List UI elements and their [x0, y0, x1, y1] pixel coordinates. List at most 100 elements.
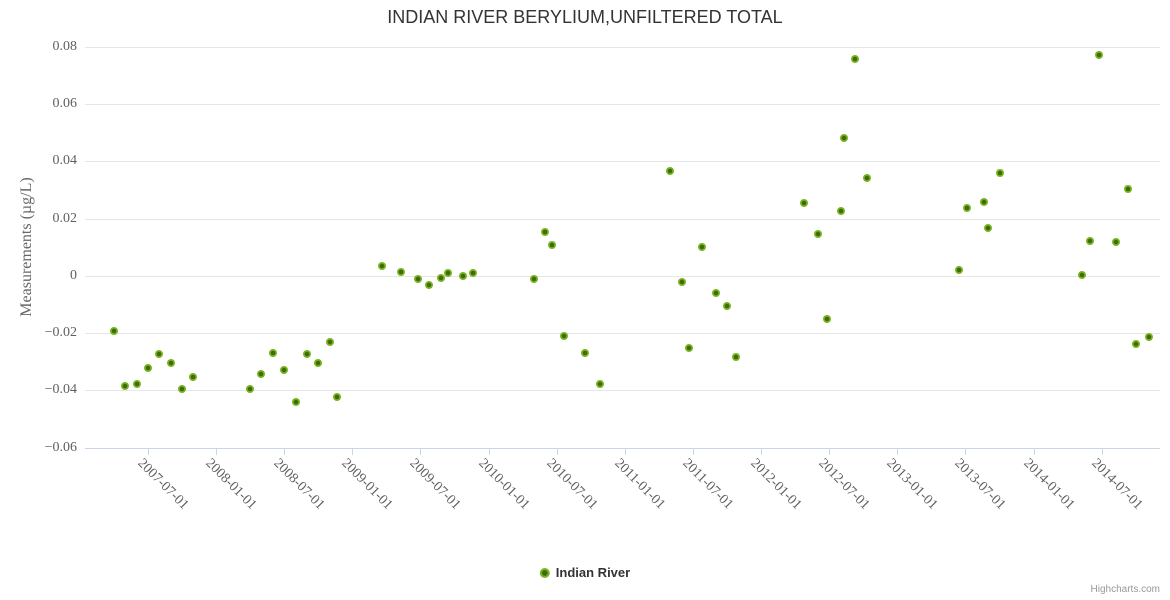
data-point[interactable] — [1095, 51, 1103, 59]
x-tick-label: 2012-01-01 — [747, 456, 805, 513]
data-point[interactable] — [269, 349, 277, 357]
x-tick — [557, 449, 558, 455]
data-point[interactable] — [155, 350, 163, 358]
data-point[interactable] — [378, 262, 386, 270]
data-point[interactable] — [314, 359, 322, 367]
data-point[interactable] — [257, 370, 265, 378]
x-tick-label: 2008-01-01 — [202, 456, 260, 513]
legend-marker-icon — [539, 567, 550, 578]
data-point[interactable] — [444, 269, 452, 277]
y-tick-label: 0 — [70, 268, 77, 283]
data-point[interactable] — [189, 373, 197, 381]
data-point[interactable] — [121, 382, 129, 390]
x-tick — [761, 449, 762, 455]
data-point[interactable] — [459, 272, 467, 280]
data-point[interactable] — [333, 393, 341, 401]
data-point[interactable] — [980, 198, 988, 206]
x-tick-label: 2009-07-01 — [406, 456, 464, 513]
x-tick — [284, 449, 285, 455]
y-tick-label: −0.04 — [44, 382, 77, 397]
x-tick — [965, 449, 966, 455]
y-tick-label: 0.08 — [52, 39, 78, 54]
data-point[interactable] — [984, 224, 992, 232]
data-point[interactable] — [246, 385, 254, 393]
y-tick-label: −0.06 — [44, 440, 77, 455]
x-tick-label: 2014-01-01 — [1020, 456, 1078, 513]
data-point[interactable] — [280, 366, 288, 374]
data-point[interactable] — [823, 315, 831, 323]
data-point[interactable] — [698, 243, 706, 251]
x-tick-label: 2013-07-01 — [951, 456, 1009, 513]
data-point[interactable] — [814, 230, 822, 238]
x-tick-label: 2011-01-01 — [611, 456, 668, 513]
data-point[interactable] — [110, 327, 118, 335]
data-point[interactable] — [292, 398, 300, 406]
data-point[interactable] — [1086, 237, 1094, 245]
data-point[interactable] — [144, 364, 152, 372]
y-tick-label: −0.02 — [44, 325, 77, 340]
data-point[interactable] — [678, 278, 686, 286]
data-point[interactable] — [581, 349, 589, 357]
chart-title: INDIAN RIVER BERYLIUM,UNFILTERED TOTAL — [387, 7, 783, 27]
data-point[interactable] — [685, 344, 693, 352]
data-point[interactable] — [800, 199, 808, 207]
x-tick-label: 2010-01-01 — [475, 456, 533, 513]
data-point[interactable] — [723, 302, 731, 310]
data-point[interactable] — [840, 134, 848, 142]
data-point[interactable] — [133, 380, 141, 388]
data-point[interactable] — [712, 289, 720, 297]
y-tick-label: 0.06 — [52, 96, 78, 111]
x-tick-label: 2013-01-01 — [883, 456, 941, 513]
data-point[interactable] — [326, 338, 334, 346]
x-tick — [693, 449, 694, 455]
data-point[interactable] — [1078, 271, 1086, 279]
data-point[interactable] — [1124, 185, 1132, 193]
x-tick-label: 2014-07-01 — [1088, 456, 1146, 513]
data-point[interactable] — [178, 385, 186, 393]
data-point[interactable] — [414, 275, 422, 283]
data-point[interactable] — [167, 359, 175, 367]
data-point[interactable] — [437, 274, 445, 282]
data-point[interactable] — [541, 228, 549, 236]
x-tick — [420, 449, 421, 455]
y-axis-title: Measurements (µg/L) — [18, 177, 35, 317]
x-tick — [1102, 449, 1103, 455]
data-point[interactable] — [1132, 340, 1140, 348]
x-tick — [352, 449, 353, 455]
x-tick — [829, 449, 830, 455]
x-axis-line — [85, 448, 1160, 449]
x-tick-label: 2012-07-01 — [815, 456, 873, 513]
data-point[interactable] — [732, 353, 740, 361]
x-tick-label: 2010-07-01 — [543, 456, 601, 513]
data-point[interactable] — [1112, 238, 1120, 246]
data-point[interactable] — [548, 241, 556, 249]
gridline — [85, 390, 1160, 391]
x-tick — [1034, 449, 1035, 455]
data-point[interactable] — [596, 380, 604, 388]
data-point[interactable] — [560, 332, 568, 340]
data-point[interactable] — [1145, 333, 1153, 341]
x-tick-label: 2007-07-01 — [134, 456, 192, 513]
x-tick-label: 2008-07-01 — [270, 456, 328, 513]
y-tick-label: 0.04 — [52, 153, 78, 168]
x-tick-label: 2009-01-01 — [338, 456, 396, 513]
data-point[interactable] — [996, 169, 1004, 177]
data-point[interactable] — [425, 281, 433, 289]
legend[interactable]: Indian River — [539, 565, 630, 580]
data-point[interactable] — [963, 204, 971, 212]
data-point[interactable] — [955, 266, 963, 274]
gridline — [85, 219, 1160, 220]
x-tick-label: 2011-07-01 — [679, 456, 736, 513]
data-point[interactable] — [666, 167, 674, 175]
credit-link[interactable]: Highcharts.com — [1090, 584, 1160, 595]
data-point[interactable] — [837, 207, 845, 215]
gridline — [85, 333, 1160, 334]
data-point[interactable] — [851, 55, 859, 63]
data-point[interactable] — [397, 268, 405, 276]
data-point[interactable] — [303, 350, 311, 358]
data-point[interactable] — [469, 269, 477, 277]
data-point[interactable] — [530, 275, 538, 283]
gridline — [85, 104, 1160, 105]
data-point[interactable] — [863, 174, 871, 182]
y-tick-label: 0.02 — [52, 211, 78, 226]
